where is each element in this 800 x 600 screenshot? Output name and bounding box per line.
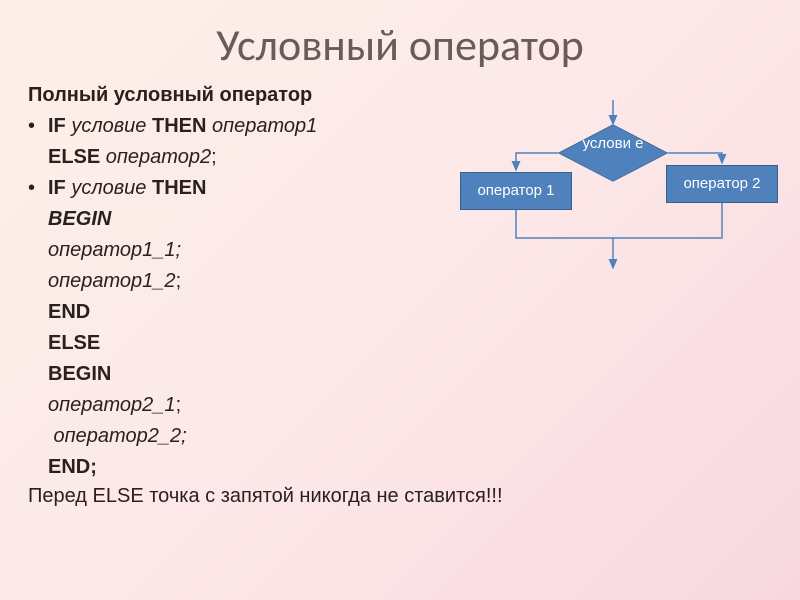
flowchart-condition-node: услови е bbox=[555, 126, 671, 180]
slide-title: Условный оператор bbox=[0, 0, 800, 84]
footer-note: Перед ELSE точка с запятой никогда не ст… bbox=[28, 485, 800, 508]
flowchart-operator1-node: оператор 1 bbox=[460, 172, 572, 210]
diamond-shape bbox=[558, 124, 668, 181]
code-line-11: оператор2_2; bbox=[28, 421, 800, 452]
code-line-7: END bbox=[28, 297, 800, 328]
flowchart: услови е оператор 1 оператор 2 bbox=[448, 100, 778, 290]
code-line-9: BEGIN bbox=[28, 359, 800, 390]
code-line-10: оператор2_1; bbox=[28, 390, 800, 421]
code-line-8: ELSE bbox=[28, 328, 800, 359]
code-line-12: END; bbox=[28, 452, 800, 483]
flowchart-operator2-node: оператор 2 bbox=[666, 165, 778, 203]
condition-label: услови е bbox=[555, 136, 671, 153]
